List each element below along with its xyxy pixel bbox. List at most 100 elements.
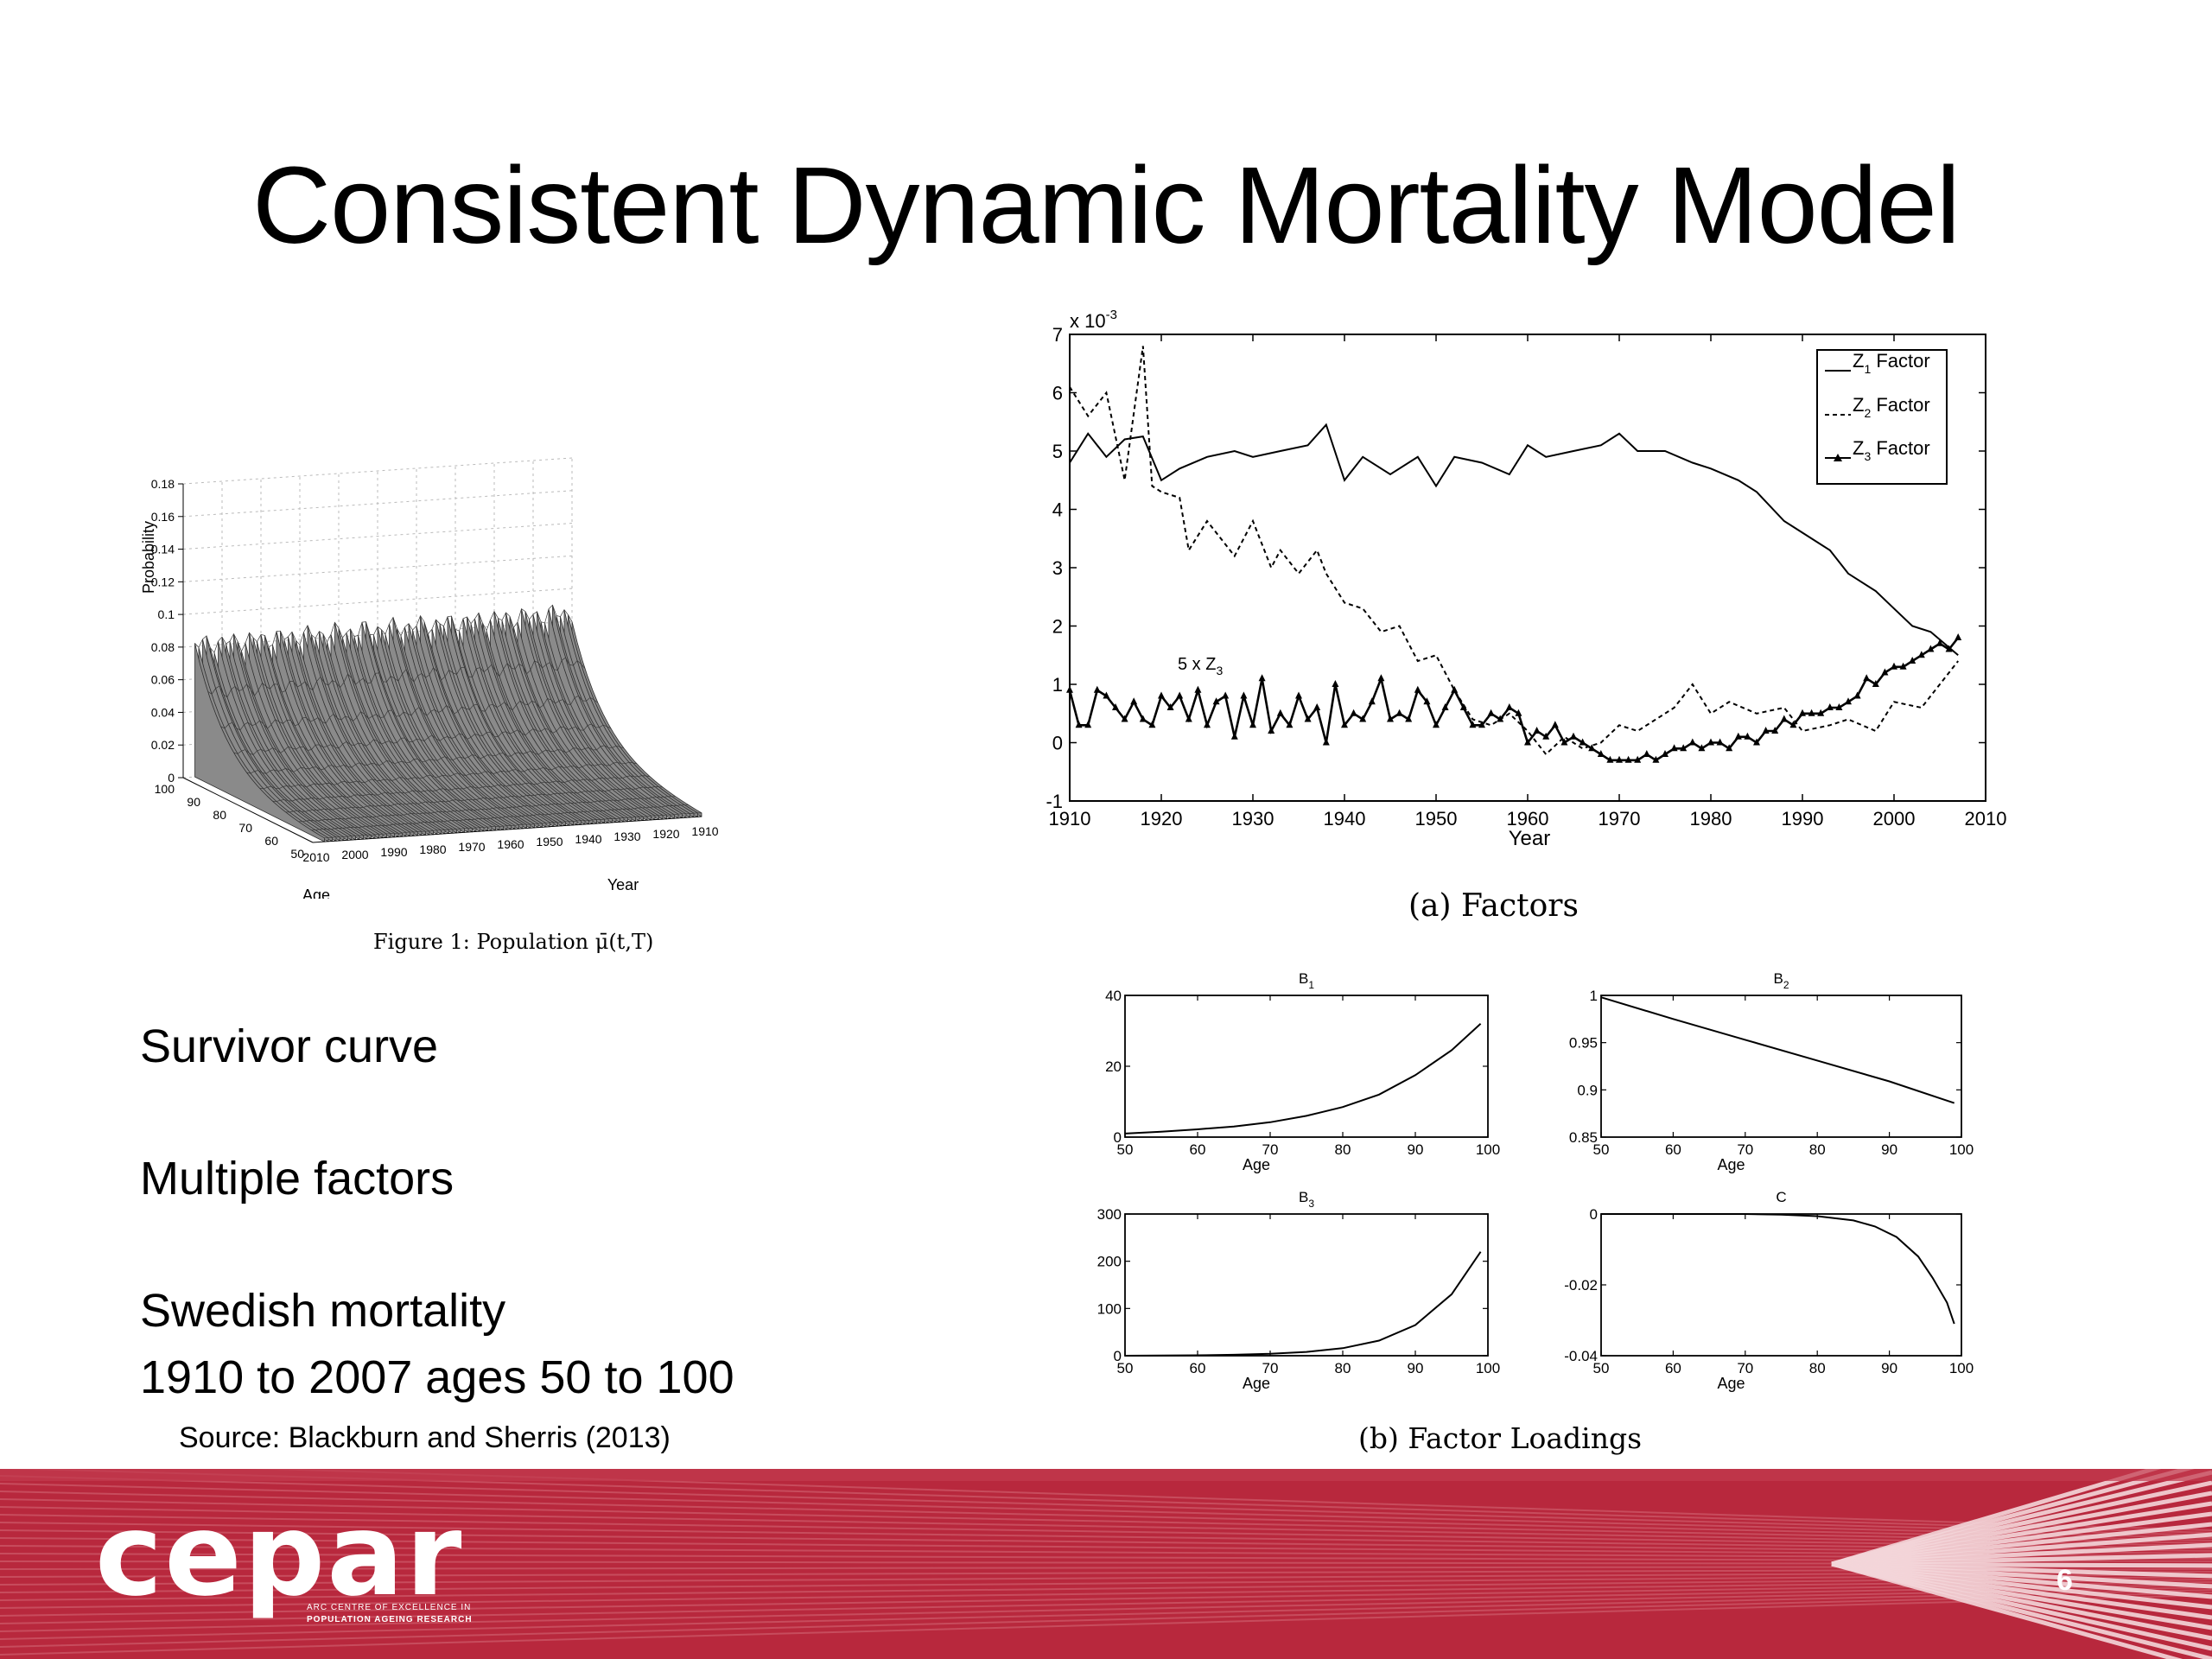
factors-x-tick-label: 1950 (1415, 808, 1458, 830)
loading-x-tick-label: 50 (1593, 1141, 1610, 1158)
surface-z-tick-label: 0.04 (151, 705, 175, 719)
loading-x-tick-label: 90 (1408, 1141, 1424, 1158)
surface-z-tick-label: 0.14 (151, 543, 175, 556)
factors-point-z3 (1597, 750, 1605, 757)
factors-point-z3 (1652, 755, 1660, 763)
factors-point-z3 (1313, 703, 1321, 710)
loading-y-tick-label: -0.04 (1564, 1348, 1598, 1364)
factors-point-z3 (1955, 633, 1962, 640)
factors-y-tick-label: 7 (1052, 324, 1063, 346)
factors-point-z3 (1780, 715, 1788, 722)
surface-age-line (285, 786, 664, 813)
surface-xlabel: Age (302, 887, 330, 899)
loading-x-tick-label: 50 (1593, 1360, 1610, 1376)
surface-age-tick-label: 60 (264, 834, 278, 848)
loading-y-tick-label: 0.95 (1569, 1035, 1598, 1052)
loading-x-tick-label: 80 (1335, 1360, 1351, 1376)
surface-age-line (298, 796, 677, 823)
surface-gridline (182, 588, 573, 615)
surface-z-tick-label: 0.16 (151, 510, 175, 524)
surface-year-tick-label: 2010 (302, 850, 329, 864)
factors-point-z3 (1817, 709, 1825, 716)
factors-point-z3 (1387, 715, 1394, 722)
surface-ylabel: Year (607, 876, 639, 893)
factors-x-tick-label: 1980 (1690, 808, 1732, 830)
factors-point-z3 (1332, 680, 1339, 687)
surface-z-tick-label: 0 (168, 771, 175, 785)
loading-y-tick-label: 0 (1114, 1348, 1122, 1364)
loading-x-tick-label: 60 (1665, 1360, 1681, 1376)
factors-point-z3 (1249, 721, 1256, 728)
factors-point-z3 (1341, 721, 1348, 728)
loading-x-tick-label: 70 (1262, 1360, 1279, 1376)
footer-ray (0, 1475, 2212, 1536)
factors-point-z3 (1762, 727, 1770, 734)
factors-point-z3 (1808, 709, 1815, 716)
loading-x-tick-label: 90 (1408, 1360, 1424, 1376)
factors-point-z3 (1634, 755, 1642, 763)
surface-year-tick-label: 1960 (497, 837, 524, 851)
loading-y-tick-label: 40 (1105, 988, 1122, 1004)
surface-z-tick-label: 0.12 (151, 575, 175, 588)
loading-x-tick-label: 100 (1949, 1360, 1974, 1376)
factors-point-z3 (1917, 651, 1925, 658)
loadings-caption: (b) Factor Loadings (1358, 1421, 1643, 1455)
loading-x-tick-label: 70 (1737, 1141, 1753, 1158)
factors-point-z3 (1698, 744, 1706, 752)
factors-x-tick-label: 1910 (1049, 808, 1091, 830)
factors-point-z3 (1744, 732, 1751, 740)
factors-point-z3 (1726, 744, 1733, 752)
factors-x-tick-label: 1920 (1141, 808, 1183, 830)
logo-wordmark: cepar (95, 1489, 464, 1622)
factors-point-z3 (1936, 639, 1943, 646)
factors-point-z3 (1377, 674, 1385, 682)
factors-point-z3 (1158, 691, 1165, 699)
surface-caption: Figure 1: Population μ̄(t,T) (373, 930, 654, 954)
loading-y-tick-label: 200 (1097, 1254, 1122, 1270)
factors-point-z3 (1093, 685, 1101, 693)
loading-curve (1124, 1251, 1482, 1357)
surface-year-tick-label: 2000 (341, 848, 368, 861)
factors-y-multiplier: x 10-3 (1070, 308, 1117, 332)
factors-point-z3 (1579, 738, 1586, 746)
footer-ray (0, 1573, 2212, 1593)
loading-y-tick-label: 0.85 (1569, 1129, 1598, 1146)
factors-y-tick-label: 4 (1052, 499, 1063, 521)
footer-ray (0, 1491, 2212, 1541)
loading-y-tick-label: 100 (1097, 1300, 1122, 1317)
factors-point-z3 (1670, 744, 1678, 752)
surface-gridline (182, 457, 573, 485)
footer-ray (0, 1589, 2212, 1640)
factors-x-tick-label: 1930 (1232, 808, 1274, 830)
factors-point-z3 (1551, 721, 1559, 728)
legend-z3: Z3 Factor (1853, 437, 1930, 463)
loading-x-tick-label: 60 (1190, 1141, 1206, 1158)
surface-year-tick-label: 1950 (536, 835, 563, 849)
factors-point-z3 (1771, 727, 1779, 734)
loading-curve (1600, 996, 1955, 1104)
surface-age-line (246, 745, 625, 774)
loading-x-tick-label: 80 (1809, 1141, 1826, 1158)
legend-marker-z3 (1834, 454, 1842, 461)
surface-age-tick-label: 70 (238, 821, 252, 835)
factors-y-tick-label: 0 (1052, 733, 1063, 754)
surface-year-tick-label: 1940 (575, 832, 601, 846)
factors-point-z3 (1891, 662, 1897, 670)
surface-age-line (207, 657, 586, 698)
surface-age-line (311, 804, 689, 831)
factors-point-z3 (1230, 732, 1238, 740)
factors-point-z3 (1176, 691, 1184, 699)
factors-point-z3 (1130, 697, 1138, 705)
surface-age-axis (182, 777, 314, 843)
surface-age-line (324, 812, 702, 839)
factors-x-tick-label: 1990 (1782, 808, 1824, 830)
footer-ray (0, 1579, 2212, 1609)
factors-point-z3 (1469, 721, 1477, 728)
loading-y-tick-label: 20 (1105, 1058, 1122, 1075)
surface-mesh (194, 604, 702, 842)
footer-ray (0, 1576, 2212, 1601)
footer-ray (0, 1584, 2212, 1624)
factors-point-z3 (1588, 744, 1596, 752)
surface-gridline (182, 523, 573, 550)
